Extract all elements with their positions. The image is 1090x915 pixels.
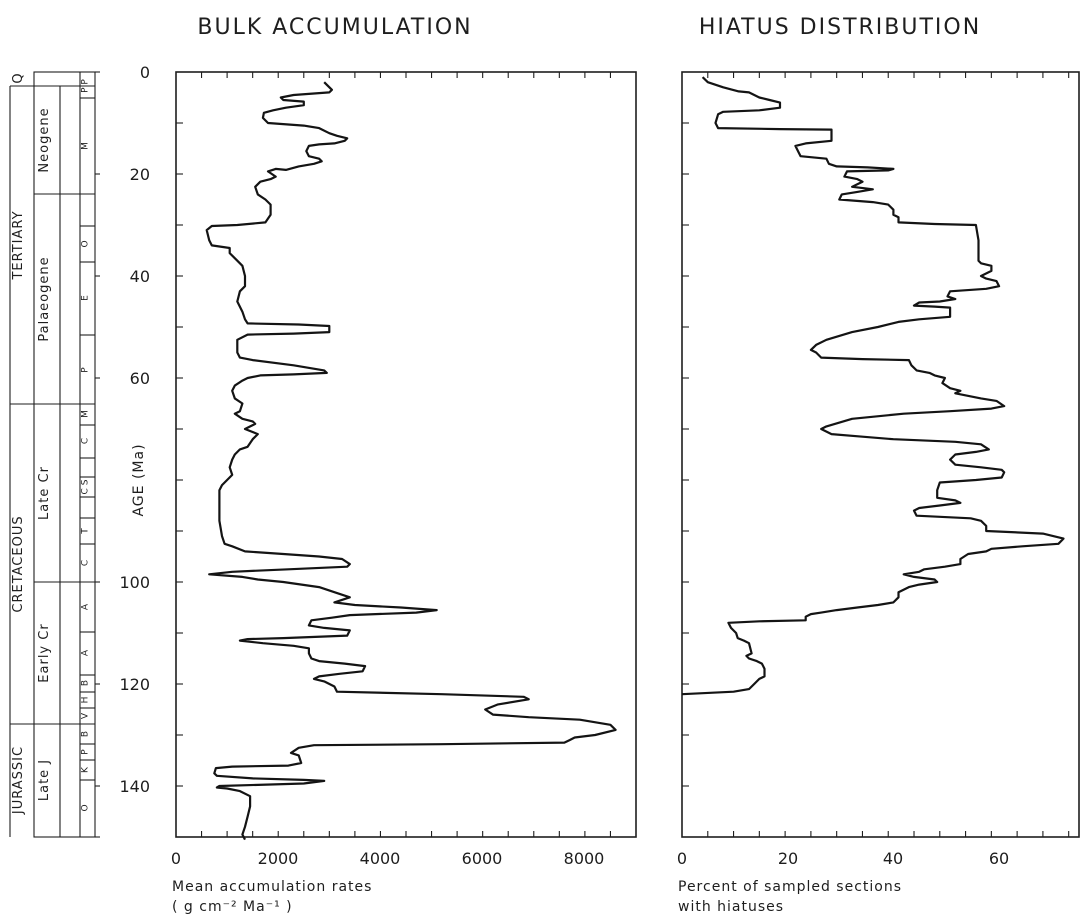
- stage-p-jurassic: P: [81, 749, 91, 755]
- right-x-tick-label: 60: [989, 849, 1009, 868]
- stage-k: K: [81, 766, 91, 773]
- stage-b-jurassic: B: [81, 731, 91, 737]
- late-cretaceous-label: Late Cr: [37, 466, 52, 520]
- tertiary-label: TERTIARY: [11, 210, 26, 280]
- left-x-tick-labels: 0 2000 4000 6000 8000: [171, 849, 604, 868]
- age-tick-label: 120: [119, 675, 150, 694]
- left-chart-title: BULK ACCUMULATION: [197, 15, 472, 40]
- age-axis-tick-labels: 0 20 40 60 100 120 140: [119, 63, 150, 796]
- quaternary-label: Q: [11, 72, 26, 83]
- left-x-tick-label: 0: [171, 849, 181, 868]
- left-x-tick-label: 6000: [462, 849, 503, 868]
- right-x-axis-title-line2: with hiatuses: [678, 899, 784, 915]
- stage-c: C: [81, 438, 91, 444]
- stratigraphic-column: Q TERTIARY CRETACEOUS JURASSIC Neogene P…: [9, 71, 100, 838]
- right-x-tick-labels: 0 20 40 60: [677, 849, 1009, 868]
- palaeogene-label: Palaeogene: [37, 256, 52, 341]
- cretaceous-label: CRETACEOUS: [11, 515, 26, 612]
- left-x-axis-title: Mean accumulation rates: [172, 879, 372, 895]
- stage-pp: P P: [81, 79, 91, 93]
- hiatus-percent-curve: [681, 76, 1065, 696]
- left-x-tick-label: 4000: [360, 849, 401, 868]
- stage-m-neogene: M: [81, 142, 91, 150]
- stage-a1: A: [81, 603, 91, 610]
- stage-m-cretaceous: M: [81, 410, 91, 418]
- stage-o-jurassic: O: [81, 804, 91, 811]
- age-tick-label: 20: [130, 165, 150, 184]
- right-chart-title: HIATUS DISTRIBUTION: [699, 15, 981, 40]
- stage-c-upper: C: [81, 560, 91, 566]
- stage-h: H: [81, 697, 91, 704]
- stage-v: V: [81, 712, 91, 719]
- age-tick-label: 100: [119, 573, 150, 592]
- left-x-axis-units: ( g cm⁻² Ma⁻¹ ): [172, 899, 293, 915]
- left-chart: 0 2000 4000 6000 8000 Mean accumulation …: [171, 71, 637, 915]
- right-x-tick-label: 0: [677, 849, 687, 868]
- late-jurassic-label: Late J: [37, 759, 52, 801]
- stage-b: B: [81, 680, 91, 686]
- right-chart-ticks: [682, 72, 1070, 837]
- stage-o: O: [81, 240, 91, 247]
- age-tick-label: 0: [140, 63, 150, 82]
- left-x-tick-label: 2000: [258, 849, 299, 868]
- stage-p-paleocene: P: [81, 367, 91, 373]
- neogene-label: Neogene: [37, 107, 52, 172]
- jurassic-label: JURASSIC: [11, 746, 26, 815]
- right-x-tick-label: 20: [778, 849, 798, 868]
- right-chart: 0 20 40 60 Percent of sampled sections w…: [677, 71, 1080, 915]
- left-chart-frame: [175, 71, 637, 838]
- left-chart-ticks: [176, 72, 611, 837]
- right-x-axis-title: Percent of sampled sections: [678, 879, 902, 895]
- age-tick-label: 140: [119, 777, 150, 796]
- accumulation-rate-curve: [205, 81, 617, 841]
- left-x-tick-label: 8000: [564, 849, 605, 868]
- right-chart-frame: [681, 71, 1080, 838]
- early-cretaceous-label: Early Cr: [37, 623, 52, 682]
- age-axis-title: AGE (Ma): [131, 443, 147, 516]
- age-tick-label: 60: [130, 369, 150, 388]
- stage-e: E: [81, 295, 91, 301]
- stage-t: T: [81, 528, 91, 535]
- strat-frame: [33, 71, 96, 838]
- stage-a2: A: [81, 649, 91, 656]
- age-tick-label: 40: [130, 267, 150, 286]
- stage-cs: C S: [81, 479, 91, 494]
- right-x-tick-label: 40: [883, 849, 903, 868]
